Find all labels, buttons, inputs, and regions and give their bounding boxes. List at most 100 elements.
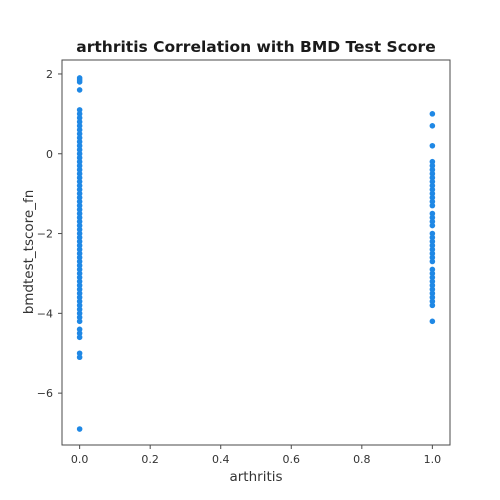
data-point	[429, 246, 436, 253]
data-point	[76, 134, 83, 141]
data-point	[76, 79, 83, 85]
data-point	[76, 238, 83, 245]
data-point	[76, 150, 83, 157]
data-point	[429, 123, 436, 129]
data-point	[429, 111, 436, 117]
y-axis-label: bmdtest_tscore_fn	[21, 190, 37, 315]
x-tick-label: 0.2	[141, 453, 159, 466]
data-point	[76, 290, 83, 297]
data-point	[429, 190, 436, 197]
data-point	[429, 142, 436, 149]
data-point	[76, 234, 83, 241]
data-point	[429, 286, 436, 293]
data-point	[76, 314, 83, 321]
data-point	[76, 286, 83, 293]
data-point	[76, 266, 83, 273]
x-tick-label: 1.0	[424, 453, 442, 466]
data-point	[429, 178, 436, 185]
data-point	[429, 298, 436, 305]
data-point	[76, 350, 83, 357]
data-point	[76, 127, 83, 133]
data-point	[76, 115, 83, 121]
data-point	[76, 310, 83, 317]
data-point	[76, 426, 83, 432]
data-point	[76, 354, 83, 361]
data-point	[76, 131, 83, 137]
data-point	[76, 190, 83, 197]
data-point	[429, 258, 436, 265]
data-point	[76, 214, 83, 221]
data-point	[429, 238, 436, 245]
y-tick-label: 2	[46, 68, 53, 81]
plot-points	[76, 75, 436, 432]
plot-frame	[61, 59, 451, 446]
data-point	[429, 218, 436, 225]
data-point	[429, 170, 436, 177]
data-point	[76, 138, 83, 145]
data-point	[76, 186, 83, 193]
data-point	[76, 258, 83, 265]
data-point	[76, 154, 83, 161]
data-point	[429, 202, 436, 209]
data-point	[429, 250, 436, 257]
data-point	[76, 302, 83, 309]
data-point	[429, 222, 436, 229]
x-tick-label: 0.0	[71, 453, 89, 466]
data-point	[76, 274, 83, 281]
chart-title: arthritis Correlation with BMD Test Scor…	[76, 38, 435, 56]
data-point	[76, 318, 83, 325]
data-point	[429, 302, 436, 309]
data-point	[429, 274, 436, 281]
data-point	[76, 278, 83, 285]
data-point	[76, 254, 83, 261]
data-point	[76, 174, 83, 181]
data-point	[76, 158, 83, 165]
data-point	[429, 290, 436, 297]
y-tick-label: −6	[37, 387, 53, 400]
data-point	[76, 326, 83, 333]
data-point	[76, 230, 83, 237]
data-point	[76, 218, 83, 225]
data-point	[76, 198, 83, 205]
data-point	[76, 246, 83, 253]
x-axis: 0.0 0.2 0.4 0.6 0.8 1.0	[71, 445, 441, 466]
data-point	[429, 210, 436, 217]
data-point	[76, 222, 83, 229]
data-point	[76, 182, 83, 189]
data-point	[429, 194, 436, 201]
data-point	[76, 87, 83, 93]
data-point	[429, 254, 436, 261]
data-point	[76, 178, 83, 185]
data-point	[76, 210, 83, 217]
x-tick-label: 0.6	[283, 453, 301, 466]
data-point	[429, 198, 436, 205]
data-point	[429, 294, 436, 301]
data-point	[76, 282, 83, 289]
x-tick-label: 0.4	[212, 453, 230, 466]
data-point	[76, 270, 83, 277]
data-point	[76, 250, 83, 257]
data-point	[76, 226, 83, 233]
data-point	[76, 194, 83, 201]
data-point	[76, 119, 83, 125]
data-point	[429, 166, 436, 173]
data-point	[429, 234, 436, 241]
data-point	[429, 282, 436, 289]
y-tick-label: 0	[46, 148, 53, 161]
data-point	[429, 266, 436, 273]
data-point	[429, 318, 436, 325]
x-axis-label: arthritis	[229, 469, 282, 485]
data-point	[429, 214, 436, 221]
data-point	[76, 334, 83, 341]
data-point	[429, 186, 436, 193]
data-point	[76, 330, 83, 337]
data-point	[429, 230, 436, 237]
data-point	[76, 262, 83, 269]
data-point	[76, 242, 83, 249]
data-point	[76, 202, 83, 209]
data-point	[76, 123, 83, 129]
data-point	[429, 278, 436, 285]
y-axis: −6 −4 −2 0 2	[37, 68, 62, 400]
data-point	[76, 166, 83, 173]
